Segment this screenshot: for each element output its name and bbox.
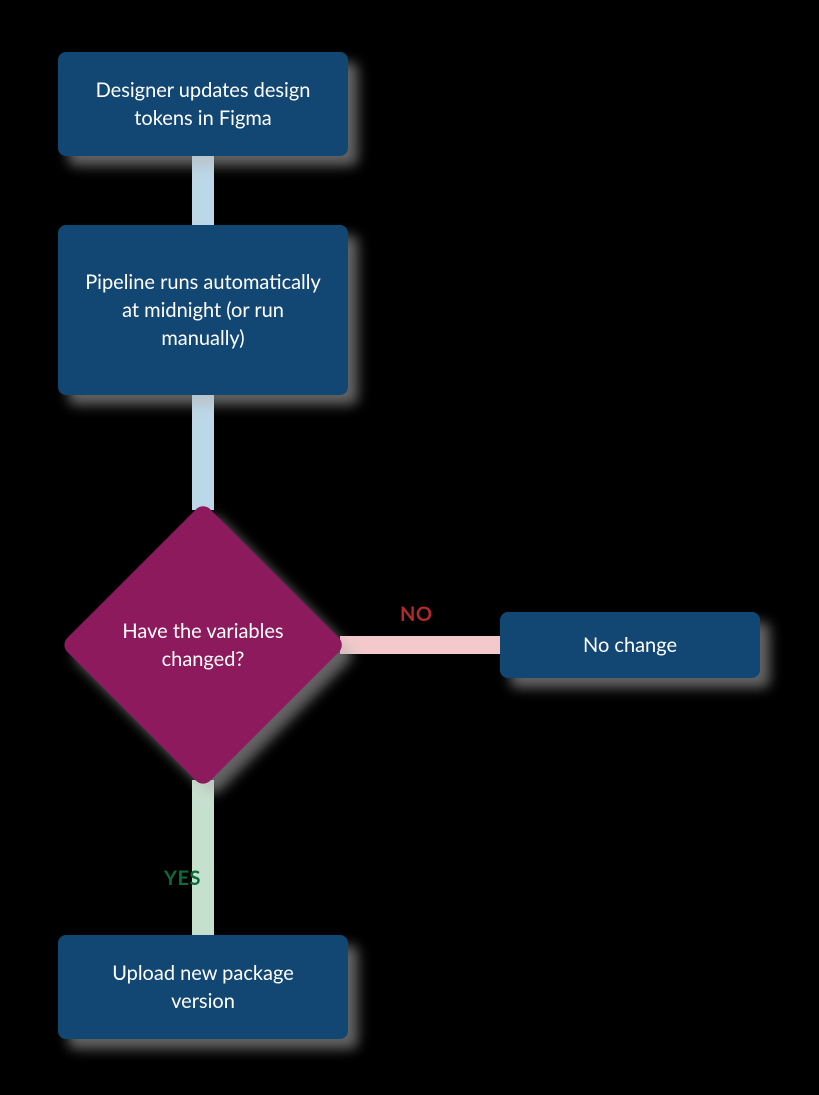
- decision-node-label-wrap: Have the variables changed?: [103, 605, 303, 685]
- process-node-no-change: No change: [500, 612, 760, 678]
- node-label: No change: [583, 631, 677, 659]
- edge-label-no: NO: [400, 602, 433, 626]
- process-node-upload-package: Upload new package version: [58, 935, 348, 1039]
- process-node-pipeline-runs: Pipeline runs automatically at midnight …: [58, 225, 348, 395]
- connector-n1-n2: [192, 156, 214, 225]
- flowchart-canvas: NO YES Designer updates design tokens in…: [0, 0, 819, 1095]
- node-label: Have the variables changed?: [103, 617, 303, 673]
- connector-n3-n5: [192, 780, 214, 935]
- connector-n2-n3: [192, 395, 214, 510]
- node-label: Designer updates design tokens in Figma: [80, 76, 326, 132]
- process-node-designer-updates: Designer updates design tokens in Figma: [58, 52, 348, 156]
- node-label: Upload new package version: [80, 959, 326, 1015]
- edge-label-yes: YES: [164, 866, 201, 890]
- node-label: Pipeline runs automatically at midnight …: [80, 268, 326, 352]
- connector-n3-n4: [340, 636, 500, 654]
